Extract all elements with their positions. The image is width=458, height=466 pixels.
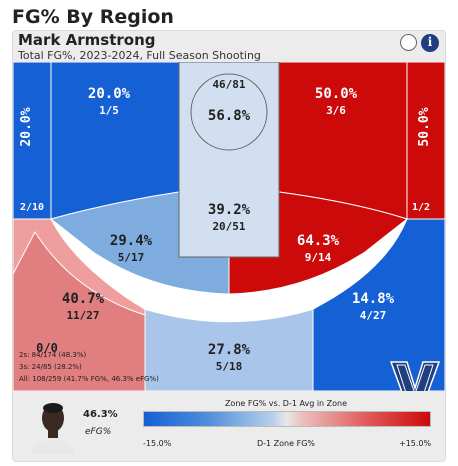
label-rim-pct: 56.8% xyxy=(208,108,251,124)
stat-threes: 3s: 24/85 (28.2%) xyxy=(19,363,82,371)
chart-title: FG% By Region xyxy=(12,6,174,28)
label-right-wing-frac: 3/6 xyxy=(326,104,346,117)
stat-all: All: 108/259 (41.7% FG%, 46.3% eFG%) xyxy=(19,375,159,383)
label-paint-frac: 20/51 xyxy=(212,220,245,233)
zone-rim[interactable] xyxy=(190,73,268,151)
legend-color-scale xyxy=(143,411,431,427)
shot-chart-court: 20.0% 2/10 20.0% 1/5 50.0% 3/6 50.0% 1/2… xyxy=(13,62,445,391)
label-left-top-frac: 11/27 xyxy=(66,309,99,322)
legend-mid-label: D-1 Zone FG% xyxy=(257,439,315,448)
label-right-wing-pct: 50.0% xyxy=(315,86,358,102)
zone-right-corner-3[interactable] xyxy=(406,62,445,220)
label-rim-frac: 46/81 xyxy=(212,78,245,91)
toggle-circle-icon[interactable] xyxy=(400,34,417,51)
label-left-top-pct: 40.7% xyxy=(62,291,105,307)
label-left-wing-frac: 1/5 xyxy=(99,104,119,117)
label-right-mid-pct: 64.3% xyxy=(297,233,340,249)
legend-min-label: -15.0% xyxy=(143,439,172,448)
label-top-frac: 5/18 xyxy=(216,360,243,373)
avatar xyxy=(31,403,75,454)
label-left-wing-pct: 20.0% xyxy=(88,86,131,102)
label-right-top-frac: 4/27 xyxy=(360,309,387,322)
label-left-corner-frac: 2/10 xyxy=(20,202,44,213)
villanova-v-logo-icon xyxy=(389,361,441,391)
label-left-mid-pct: 29.4% xyxy=(110,233,153,249)
legend-title: Zone FG% vs. D-1 Avg in Zone xyxy=(224,399,348,408)
card-header: Mark Armstrong Total FG%, 2023-2024, Ful… xyxy=(13,31,445,62)
efg-value: 46.3% xyxy=(83,409,118,420)
shot-chart-card: Mark Armstrong Total FG%, 2023-2024, Ful… xyxy=(12,30,446,462)
footer-panel: 46.3% eFG% Zone FG% vs. D-1 Avg in Zone … xyxy=(13,391,445,461)
chart-subtitle: Total FG%, 2023-2024, Full Season Shooti… xyxy=(18,49,261,62)
label-right-top-pct: 14.8% xyxy=(352,291,395,307)
zone-right-top-3[interactable] xyxy=(312,218,445,391)
legend-max-label: +15.0% xyxy=(399,439,432,448)
stat-twos: 2s: 84/174 (48.3%) xyxy=(19,351,87,359)
label-top-pct: 27.8% xyxy=(208,342,251,358)
info-icon[interactable]: i xyxy=(421,34,439,52)
label-right-corner-pct: 50.0% xyxy=(417,107,432,146)
label-left-corner-pct: 20.0% xyxy=(19,107,34,146)
efg-label: eFG% xyxy=(85,427,112,437)
player-name: Mark Armstrong xyxy=(18,31,156,49)
label-left-mid-frac: 5/17 xyxy=(118,251,145,264)
label-right-corner-frac: 1/2 xyxy=(412,202,430,213)
zone-right-mid[interactable] xyxy=(228,191,409,295)
label-paint-pct: 39.2% xyxy=(208,202,251,218)
label-left-deep-frac: 0/0 xyxy=(36,341,58,355)
label-right-mid-frac: 9/14 xyxy=(305,251,332,264)
